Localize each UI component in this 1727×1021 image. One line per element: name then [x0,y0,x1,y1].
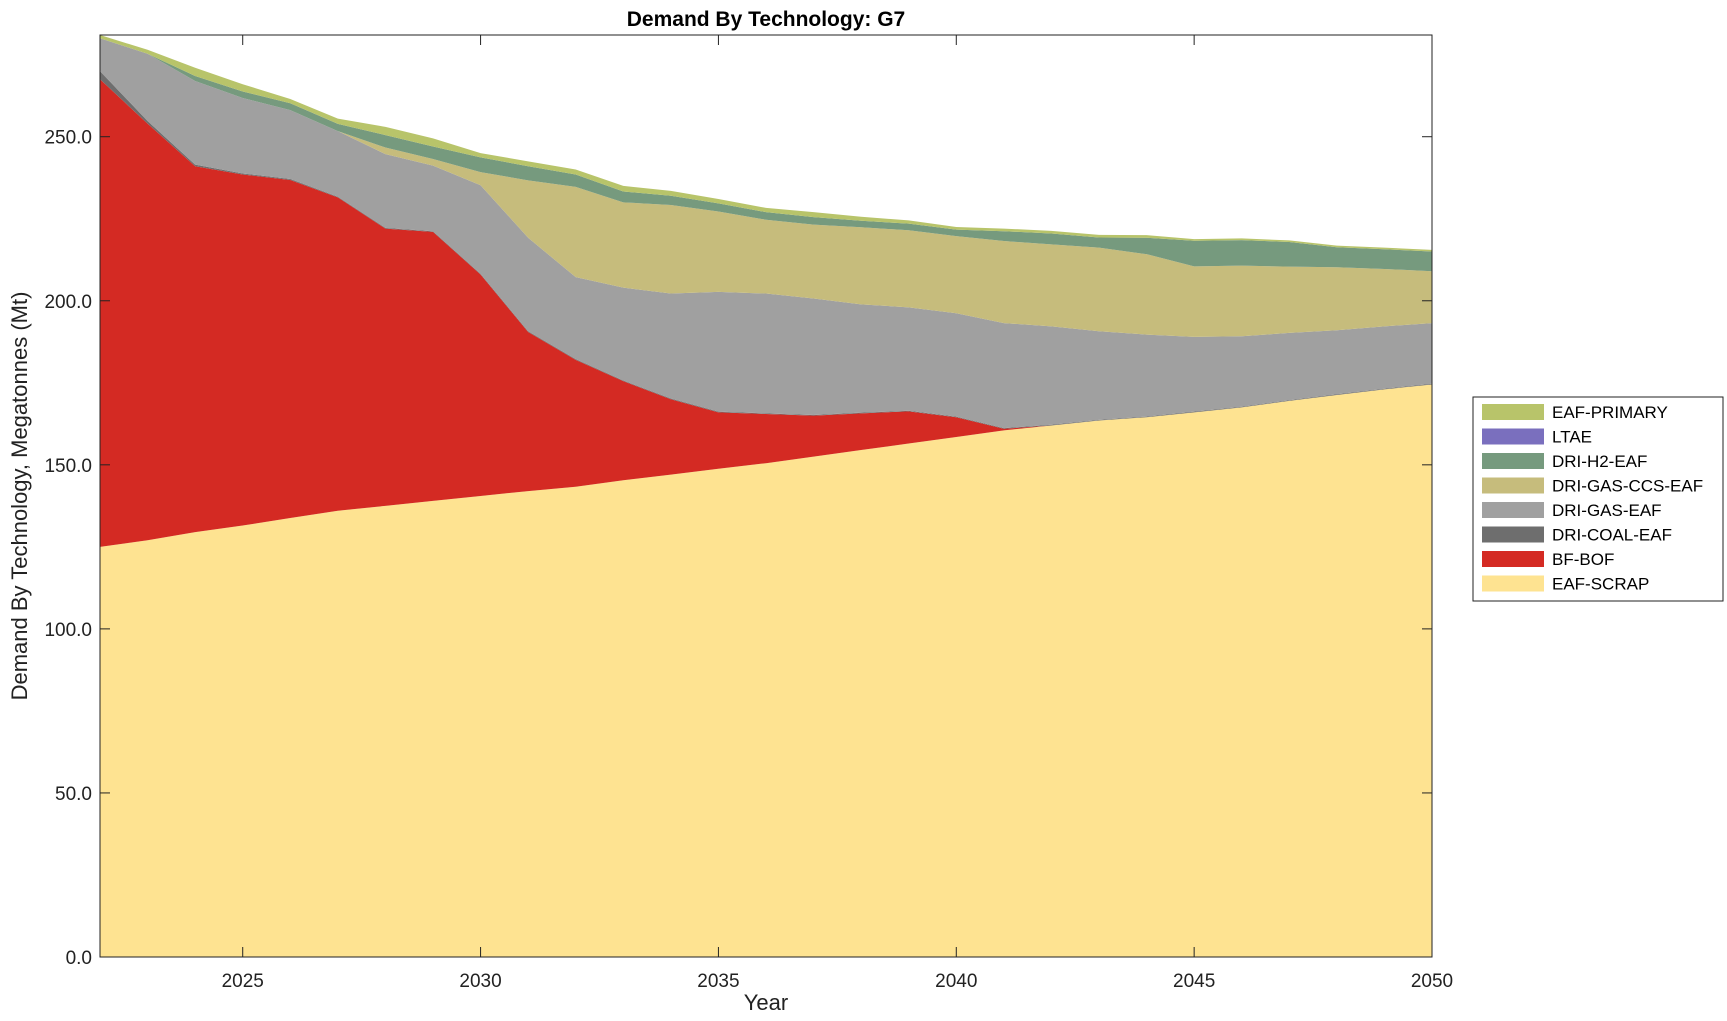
legend-label-dri-gas-ccs-eaf: DRI-GAS-CCS-EAF [1552,477,1703,496]
y-tick-label: 0.0 [66,948,92,969]
y-tick-label: 50.0 [55,784,92,805]
area-eaf-primary [100,35,1432,252]
legend-swatch-eaf-scrap [1482,575,1544,592]
legend-label-bf-bof: BF-BOF [1552,550,1614,569]
plot-frame [99,34,1433,958]
legend-swatch-eaf-primary [1482,404,1544,420]
x-axis: 2025 2030 2035 2040 2045 2050 [222,35,1453,992]
legend-swatch-ltae [1482,428,1544,445]
y-tick-label: 250.0 [44,128,92,149]
x-tick-label: 2030 [459,971,501,992]
y-axis-title: Demand By Technology, Megatonnes (Mt) [7,292,32,701]
y-axis: 0.0 50.0 100.0 150.0 200.0 250.0 [44,128,1432,969]
x-tick-label: 2040 [935,971,977,992]
area-eaf-scrap [100,384,1432,957]
legend: EAF-PRIMARY LTAE DRI-H2-EAF DRI-GAS-CCS-EAF… [1472,396,1724,602]
area-series-group [100,35,1432,957]
y-tick-label: 150.0 [44,456,92,477]
area-bf-bof [100,79,1432,547]
legend-label-dri-gas-eaf: DRI-GAS-EAF [1552,501,1662,520]
area-dri-gas-eaf [100,38,1432,429]
x-tick-label: 2045 [1173,971,1215,992]
area-dri-gas-ccs-eaf [100,38,1432,337]
legend-label-ltae: LTAE [1552,428,1592,447]
y-tick-label: 100.0 [44,620,92,641]
x-tick-label: 2035 [697,971,739,992]
legend-label-dri-coal-eaf: DRI-COAL-EAF [1552,526,1672,545]
x-tick-label: 2025 [222,971,264,992]
legend-swatch-dri-coal-eaf [1482,526,1544,543]
legend-label-dri-h2-eaf: DRI-H2-EAF [1552,452,1647,471]
legend-label-eaf-scrap: EAF-SCRAP [1552,575,1649,594]
legend-swatch-bf-bof [1482,551,1544,567]
legend-box [1472,396,1724,602]
x-axis-title: Year [744,990,788,1015]
legend-swatch-dri-h2-eaf [1482,453,1544,469]
legend-swatch-dri-gas-ccs-eaf [1482,477,1544,494]
legend-swatch-dri-gas-eaf [1482,502,1544,518]
legend-label-eaf-primary: EAF-PRIMARY [1552,403,1668,422]
area-dri-h2-eaf [100,38,1432,272]
y-tick-label: 200.0 [44,292,92,313]
chart-title: Demand By Technology: G7 [627,8,906,31]
x-tick-label: 2050 [1411,971,1453,992]
